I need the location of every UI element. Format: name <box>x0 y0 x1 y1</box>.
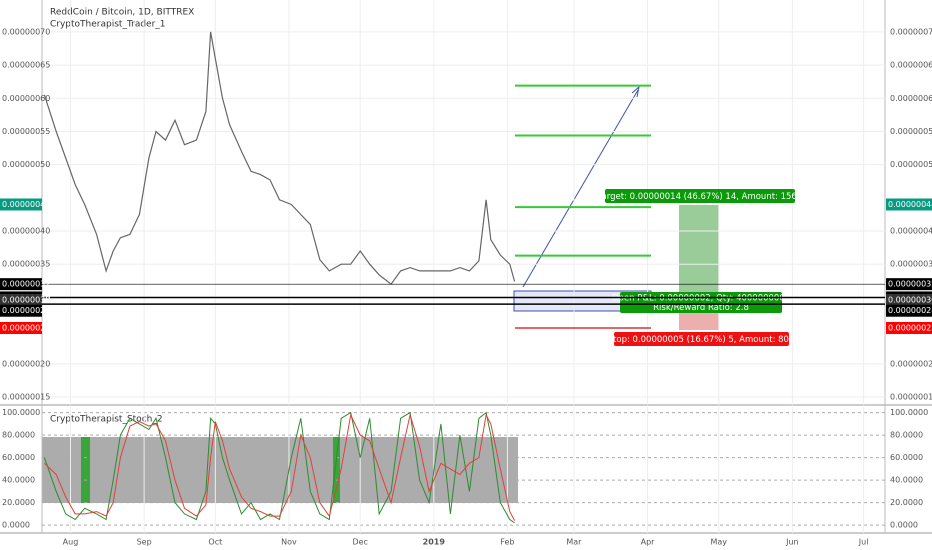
y-tick-label: 0.00000060 <box>2 94 50 103</box>
y-tick-label: 0.00000050 <box>2 160 50 169</box>
y-tick-label: 20.0000 <box>890 498 923 507</box>
y-tick-label: 0.00000040 <box>2 227 50 236</box>
series-line <box>43 411 515 524</box>
y-tick-label: 0.00000015 <box>890 393 932 402</box>
y-tick-label: 0.00000065 <box>890 61 932 70</box>
price-badge-label: 0.00000032 <box>888 280 932 289</box>
x-tick-label: Aug <box>63 538 79 547</box>
stoch-highlight <box>81 437 90 503</box>
x-tick-label: Oct <box>208 538 222 547</box>
series-line <box>44 412 516 521</box>
y-tick-label: 40.0000 <box>2 476 35 485</box>
price-badge <box>886 321 932 334</box>
price-badge <box>0 294 42 307</box>
price-badge <box>0 321 42 334</box>
y-tick-label: 0.00000070 <box>2 27 50 36</box>
x-tick-label: Mar <box>566 538 582 547</box>
target-box <box>605 189 795 203</box>
pnl-label: Open P&L: 0.00000002, Qty: 4000000000 <box>612 294 790 304</box>
stoch-band <box>42 437 518 503</box>
x-tick-label: Feb <box>500 538 514 547</box>
stop-label: Stop: 0.00000005 (16.67%) 5, Amount: 800 <box>608 335 795 345</box>
x-tick-label: 2019 <box>423 538 446 547</box>
y-tick-label: 0.0000 <box>890 521 918 530</box>
x-tick-label: Sep <box>137 538 152 547</box>
y-tick-label: 0.00000015 <box>2 393 50 402</box>
y-tick-label: 0.00000050 <box>890 160 932 169</box>
y-tick-label: 60.0000 <box>2 453 35 462</box>
y-tick-label: 0.00000020 <box>890 359 932 368</box>
price-badge-label: 0.00000044 <box>2 200 50 209</box>
indicator-name: CryptoTherapist_Trader_1 <box>50 20 166 30</box>
price-badge <box>0 304 42 317</box>
series-line <box>43 31 516 286</box>
y-tick-label: 80.0000 <box>2 431 35 440</box>
y-tick-label: 0.0000 <box>2 521 30 530</box>
price-badge <box>0 198 42 211</box>
x-tick-label: Apr <box>641 538 656 547</box>
y-tick-label: 60.0000 <box>890 453 923 462</box>
y-tick-label: 0.00000020 <box>2 359 50 368</box>
price-badge <box>886 278 932 291</box>
y-tick-label: 0.00000055 <box>890 127 932 136</box>
price-badge <box>886 294 932 307</box>
rr-label: Risk/Reward Ratio: 2.8 <box>653 303 749 313</box>
y-tick-label: 0.00000035 <box>890 260 932 269</box>
x-tick-label: May <box>711 538 728 547</box>
chart-title: ReddCoin / Bitcoin, 1D, BITTREX <box>50 8 194 18</box>
price-badge-label: 0.00000028 <box>2 306 50 315</box>
price-badge-label: 0.00000028 <box>888 306 932 315</box>
price-badge <box>0 278 42 291</box>
y-tick-label: 100.0000 <box>890 408 928 417</box>
price-badge-label: 0.00000025 <box>2 323 50 332</box>
x-tick-label: Dec <box>352 538 367 547</box>
projection-arrow <box>522 89 639 288</box>
y-tick-label: 20.0000 <box>2 498 35 507</box>
price-badge-label: 0.00000030 <box>2 296 50 305</box>
x-tick-label: Nov <box>281 538 297 547</box>
y-tick-label: 0.00000070 <box>890 27 932 36</box>
x-tick-label: Jul <box>858 538 869 547</box>
price-badge-label: 0.00000030 <box>888 296 932 305</box>
stoch-highlight <box>333 437 340 503</box>
price-badge-label: 0.00000032 <box>2 280 50 289</box>
y-tick-label: 0.00000060 <box>890 94 932 103</box>
price-badge-label: 0.00000044 <box>888 200 932 209</box>
price-badge <box>886 198 932 211</box>
y-tick-label: 0.00000040 <box>890 227 932 236</box>
x-tick-label: Jun <box>785 538 799 547</box>
price-badge <box>886 304 932 317</box>
y-tick-label: 0.00000035 <box>2 260 50 269</box>
y-tick-label: 80.0000 <box>890 431 923 440</box>
stop-box <box>614 332 789 346</box>
indicator-name: CryptoTherapist_Stoch_2 <box>50 415 163 425</box>
price-badge-label: 0.00000025 <box>888 323 932 332</box>
y-tick-label: 0.00000065 <box>2 61 50 70</box>
y-tick-label: 100.0000 <box>2 408 40 417</box>
y-tick-label: 0.00000055 <box>2 127 50 136</box>
y-tick-label: 40.0000 <box>890 476 923 485</box>
profit-zone <box>679 205 719 302</box>
target-label: Target: 0.00000014 (46.67%) 14, Amount: … <box>597 192 803 202</box>
arrow-head <box>631 85 640 98</box>
